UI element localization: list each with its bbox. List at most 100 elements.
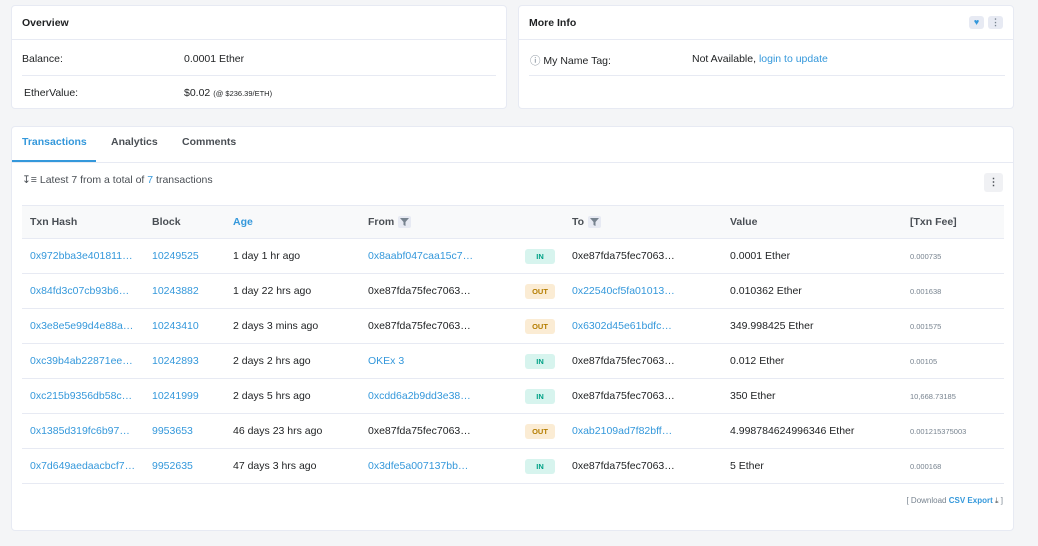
active-tab-indicator [12,160,96,162]
direction-badge: OUT [525,318,555,334]
direction-badge-cell: IN [517,238,564,274]
value: 0.010362 Ether [730,285,802,297]
to-address: 0xe87fda75fec7063… [572,355,675,367]
table-row: 0x84fd3c07cb93b6… 10243882 1 day 22 hrs ag… [22,273,1004,309]
direction-badge: IN [525,458,555,474]
col-value: Value [722,205,902,239]
block[interactable]: 9952635 [152,460,193,472]
tab-analytics[interactable]: Analytics [111,136,158,148]
from-address: 0xe87fda75fec7063… [368,425,471,437]
download-icon[interactable]: ⤓ [994,496,999,505]
nametag-label: My Name Tag: [543,55,611,67]
from-address: 0xe87fda75fec7063… [368,320,471,332]
heart-icon[interactable]: ♥ [969,15,984,29]
value: 5 Ether [730,460,764,472]
txn-fee-cell: 0.001215375003 [902,413,1004,449]
from-address[interactable]: 0x8aabf047caa15c7… [368,250,474,262]
table-options-button[interactable]: ⋮ [984,173,1003,192]
age-cell: 46 days 23 hrs ago [225,413,360,449]
filter-icon[interactable] [398,216,412,229]
txn-fee: 0.000735 [910,252,942,261]
csv-close: ] [1000,496,1003,505]
nametag-value: Not Available, [692,53,757,65]
to-address-cell: 0xe87fda75fec7063… [564,238,722,274]
value-cell: 5 Ether [722,448,902,484]
txn-hash[interactable]: 0x1385d319fc6b97… [30,425,130,437]
block[interactable]: 10243882 [152,285,199,297]
summary-count[interactable]: 7 [147,174,154,186]
txn-hash[interactable]: 0xc215b9356db58c… [30,390,133,402]
moreinfo-header: More Info ♥ ⋮ [519,6,1013,40]
table-row: 0x972bba3e401811… 10249525 1 day 1 hr ago 0… [22,238,1004,274]
age-cell: 2 days 3 mins ago [225,308,360,344]
value: 349.998425 Ether [730,320,814,332]
more-options-icon[interactable]: ⋮ [988,16,1003,30]
from-address[interactable]: OKEx 3 [368,355,405,367]
txn-hash[interactable]: 0xc39b4ab22871ee… [30,355,133,367]
tab-transactions[interactable]: Transactions [22,136,87,148]
block[interactable]: 10241999 [152,390,199,402]
to-address-cell: 0xe87fda75fec7063… [564,378,722,414]
direction-badge: OUT [525,423,555,439]
block[interactable]: 10243410 [152,320,199,332]
block-cell: 10249525 [144,238,225,274]
block-cell: 10241999 [144,378,225,414]
to-address-cell: 0xe87fda75fec7063… [564,343,722,379]
col-fee[interactable]: [Txn Fee] [902,205,1004,239]
from-address-cell: 0xe87fda75fec7063… [360,273,517,309]
block[interactable]: 10242893 [152,355,199,367]
ethervalue-rate: (@ $236.39/ETH) [213,89,273,98]
txn-hash-cell: 0xc39b4ab22871ee… [22,343,144,379]
ethervalue-label: EtherValue: [24,87,79,99]
txn-fee-cell: 0.001575 [902,308,1004,344]
direction-badge-cell: IN [517,448,564,484]
txn-summary: ↧≡ Latest 7 from a total of 7 transactio… [22,174,213,186]
to-address[interactable]: 0x22540cf5fa01013… [572,285,675,297]
direction-badge-cell: IN [517,378,564,414]
from-address[interactable]: 0x3dfe5a007137bb… [368,460,469,472]
txn-hash-cell: 0x3e8e5e99d4e88a… [22,308,144,344]
from-address-cell: 0xe87fda75fec7063… [360,413,517,449]
balance-value: 0.0001 Ether [184,53,245,65]
col-block: Block [144,205,225,239]
txn-hash[interactable]: 0x3e8e5e99d4e88a… [30,320,134,332]
to-address-cell: 0xab2109ad7f82bff… [564,413,722,449]
direction-badge-cell: OUT [517,308,564,344]
filter-icon[interactable] [588,216,602,229]
tab-comments[interactable]: Comments [182,136,237,148]
direction-badge: IN [525,248,555,264]
txn-hash[interactable]: 0x7d649aedaacbcf7… [30,460,136,472]
block[interactable]: 9953653 [152,425,193,437]
age-cell: 2 days 2 hrs ago [225,343,360,379]
login-link[interactable]: login to update [758,53,828,65]
direction-badge: OUT [525,283,555,299]
col-to: To [564,205,722,239]
from-address-cell: 0xe87fda75fec7063… [360,308,517,344]
col-age[interactable]: Age [225,205,360,239]
table-header-row: Txn Hash Block Age From To Value [Txn Fe… [22,205,1004,239]
txn-hash-cell: 0x84fd3c07cb93b6… [22,273,144,309]
txn-hash-cell: 0x7d649aedaacbcf7… [22,448,144,484]
txn-hash[interactable]: 0x84fd3c07cb93b6… [30,285,130,297]
txn-hash-cell: 0x1385d319fc6b97… [22,413,144,449]
tab-bar: Transactions Analytics Comments [12,127,1013,163]
block[interactable]: 10249525 [152,250,199,262]
block-cell: 9953653 [144,413,225,449]
ethervalue-value: $0.02 (@ $236.39/ETH) [184,87,272,99]
value-cell: 0.012 Ether [722,343,902,379]
to-address[interactable]: 0x6302d45e61bdfc… [572,320,672,332]
overview-header: Overview [12,6,506,40]
block-cell: 10243410 [144,308,225,344]
csv-export-link[interactable]: CSV Export [948,496,993,505]
age-cell: 2 days 5 hrs ago [225,378,360,414]
to-address: 0xe87fda75fec7063… [572,460,675,472]
age-cell: 1 day 1 hr ago [225,238,360,274]
txn-hash[interactable]: 0x972bba3e401811… [30,250,133,262]
overview-title: Overview [22,16,69,29]
moreinfo-title: More Info [529,16,577,29]
from-address[interactable]: 0xcdd6a2b9dd3e38… [368,390,471,402]
to-address[interactable]: 0xab2109ad7f82bff… [572,425,673,437]
to-address-cell: 0x6302d45e61bdfc… [564,308,722,344]
balance-label: Balance: [22,53,63,65]
from-address-cell: 0xcdd6a2b9dd3e38… [360,378,517,414]
